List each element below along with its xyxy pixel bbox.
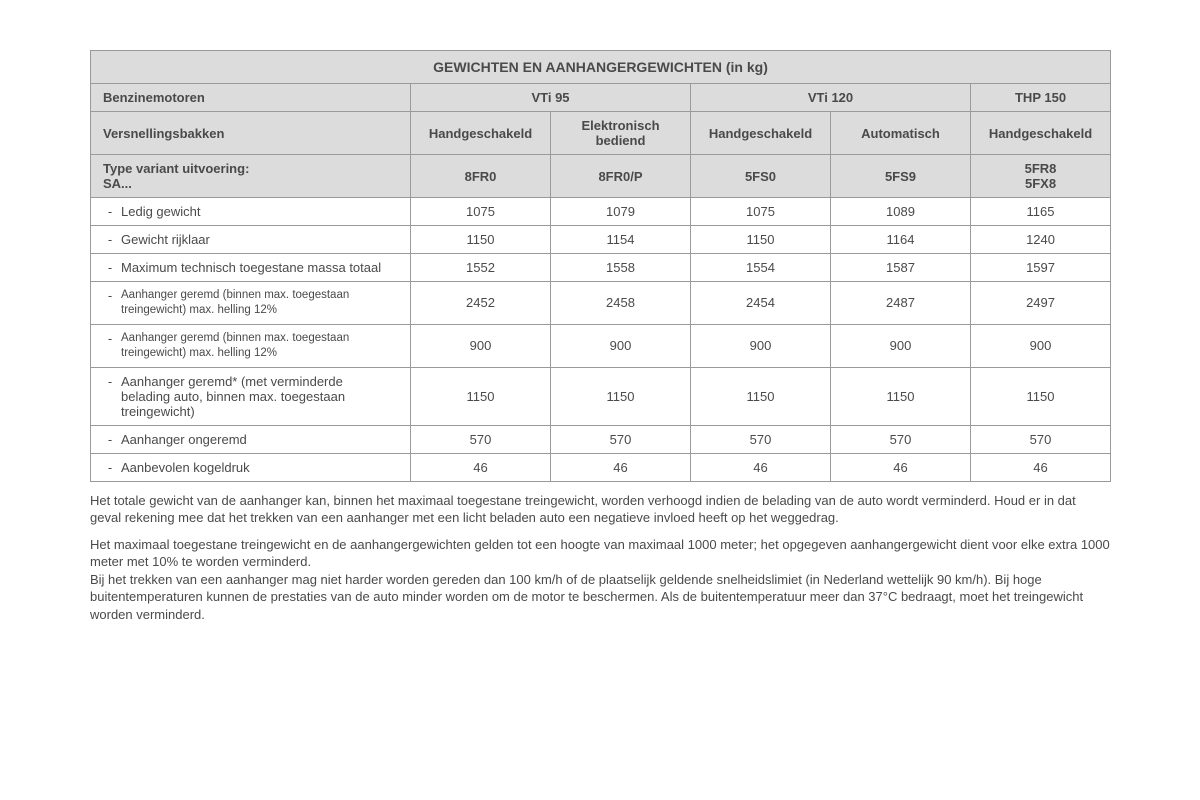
gearbox-col-0: Handgeschakeld [411,112,551,155]
table-title: GEWICHTEN EN AANHANGERGEWICHTEN (in kg) [91,51,1111,84]
table-row: -Ledig gewicht10751079107510891165 [91,198,1111,226]
cell: 1150 [411,226,551,254]
cell: 1150 [411,367,551,425]
cell: 1150 [691,226,831,254]
row-label: -Aanbevolen kogeldruk [91,453,411,481]
variant-col-2: 5FS0 [691,155,831,198]
cell: 1240 [971,226,1111,254]
variant-label: Type variant uitvoering: SA... [91,155,411,198]
gearbox-col-3: Automatisch [831,112,971,155]
cell: 1552 [411,254,551,282]
row-label: -Aanhanger geremd* (met verminderde bela… [91,367,411,425]
cell: 1587 [831,254,971,282]
cell: 1554 [691,254,831,282]
gearbox-col-4: Handgeschakeld [971,112,1111,155]
cell: 46 [411,453,551,481]
table-row: -Aanhanger geremd (binnen max. toegestaa… [91,324,1111,367]
engine-group-1: VTi 120 [691,84,971,112]
cell: 900 [691,324,831,367]
row-label: -Aanhanger ongeremd [91,425,411,453]
footnote-1: Het maximaal toegestane treingewicht en … [90,536,1110,624]
cell: 900 [551,324,691,367]
cell: 1075 [691,198,831,226]
variant-col-3: 5FS9 [831,155,971,198]
engines-label: Benzinemotoren [91,84,411,112]
engine-group-0: VTi 95 [411,84,691,112]
cell: 46 [691,453,831,481]
cell: 1558 [551,254,691,282]
cell: 1597 [971,254,1111,282]
weights-table: GEWICHTEN EN AANHANGERGEWICHTEN (in kg) … [90,50,1111,482]
cell: 570 [411,425,551,453]
cell: 1154 [551,226,691,254]
row-label: -Ledig gewicht [91,198,411,226]
cell: 2454 [691,282,831,325]
cell: 1150 [971,367,1111,425]
cell: 46 [971,453,1111,481]
table-row: -Gewicht rijklaar11501154115011641240 [91,226,1111,254]
table-row: -Aanhanger geremd* (met verminderde bela… [91,367,1111,425]
footnote-0: Het totale gewicht van de aanhanger kan,… [90,492,1110,527]
gearbox-label: Versnellingsbakken [91,112,411,155]
cell: 2487 [831,282,971,325]
cell: 1150 [831,367,971,425]
cell: 570 [831,425,971,453]
cell: 570 [551,425,691,453]
table-row: -Aanhanger geremd (binnen max. toegestaa… [91,282,1111,325]
row-label: -Gewicht rijklaar [91,226,411,254]
variant-col-4: 5FR8 5FX8 [971,155,1111,198]
table-body: -Ledig gewicht10751079107510891165-Gewic… [91,198,1111,482]
cell: 46 [831,453,971,481]
cell: 1089 [831,198,971,226]
engine-group-2: THP 150 [971,84,1111,112]
gearbox-col-2: Handgeschakeld [691,112,831,155]
row-label: -Aanhanger geremd (binnen max. toegestaa… [91,324,411,367]
cell: 2497 [971,282,1111,325]
cell: 1150 [551,367,691,425]
cell: 570 [691,425,831,453]
table-row: -Aanbevolen kogeldruk4646464646 [91,453,1111,481]
footnotes: Het totale gewicht van de aanhanger kan,… [90,492,1110,624]
cell: 900 [411,324,551,367]
variant-col-0: 8FR0 [411,155,551,198]
cell: 900 [971,324,1111,367]
gearbox-col-1: Elektronisch bediend [551,112,691,155]
cell: 1075 [411,198,551,226]
cell: 46 [551,453,691,481]
cell: 1164 [831,226,971,254]
cell: 1150 [691,367,831,425]
cell: 900 [831,324,971,367]
table-row: -Aanhanger ongeremd570570570570570 [91,425,1111,453]
variant-col-1: 8FR0/P [551,155,691,198]
cell: 2458 [551,282,691,325]
cell: 1079 [551,198,691,226]
cell: 570 [971,425,1111,453]
row-label: -Maximum technisch toegestane massa tota… [91,254,411,282]
cell: 2452 [411,282,551,325]
row-label: -Aanhanger geremd (binnen max. toegestaa… [91,282,411,325]
table-row: -Maximum technisch toegestane massa tota… [91,254,1111,282]
cell: 1165 [971,198,1111,226]
